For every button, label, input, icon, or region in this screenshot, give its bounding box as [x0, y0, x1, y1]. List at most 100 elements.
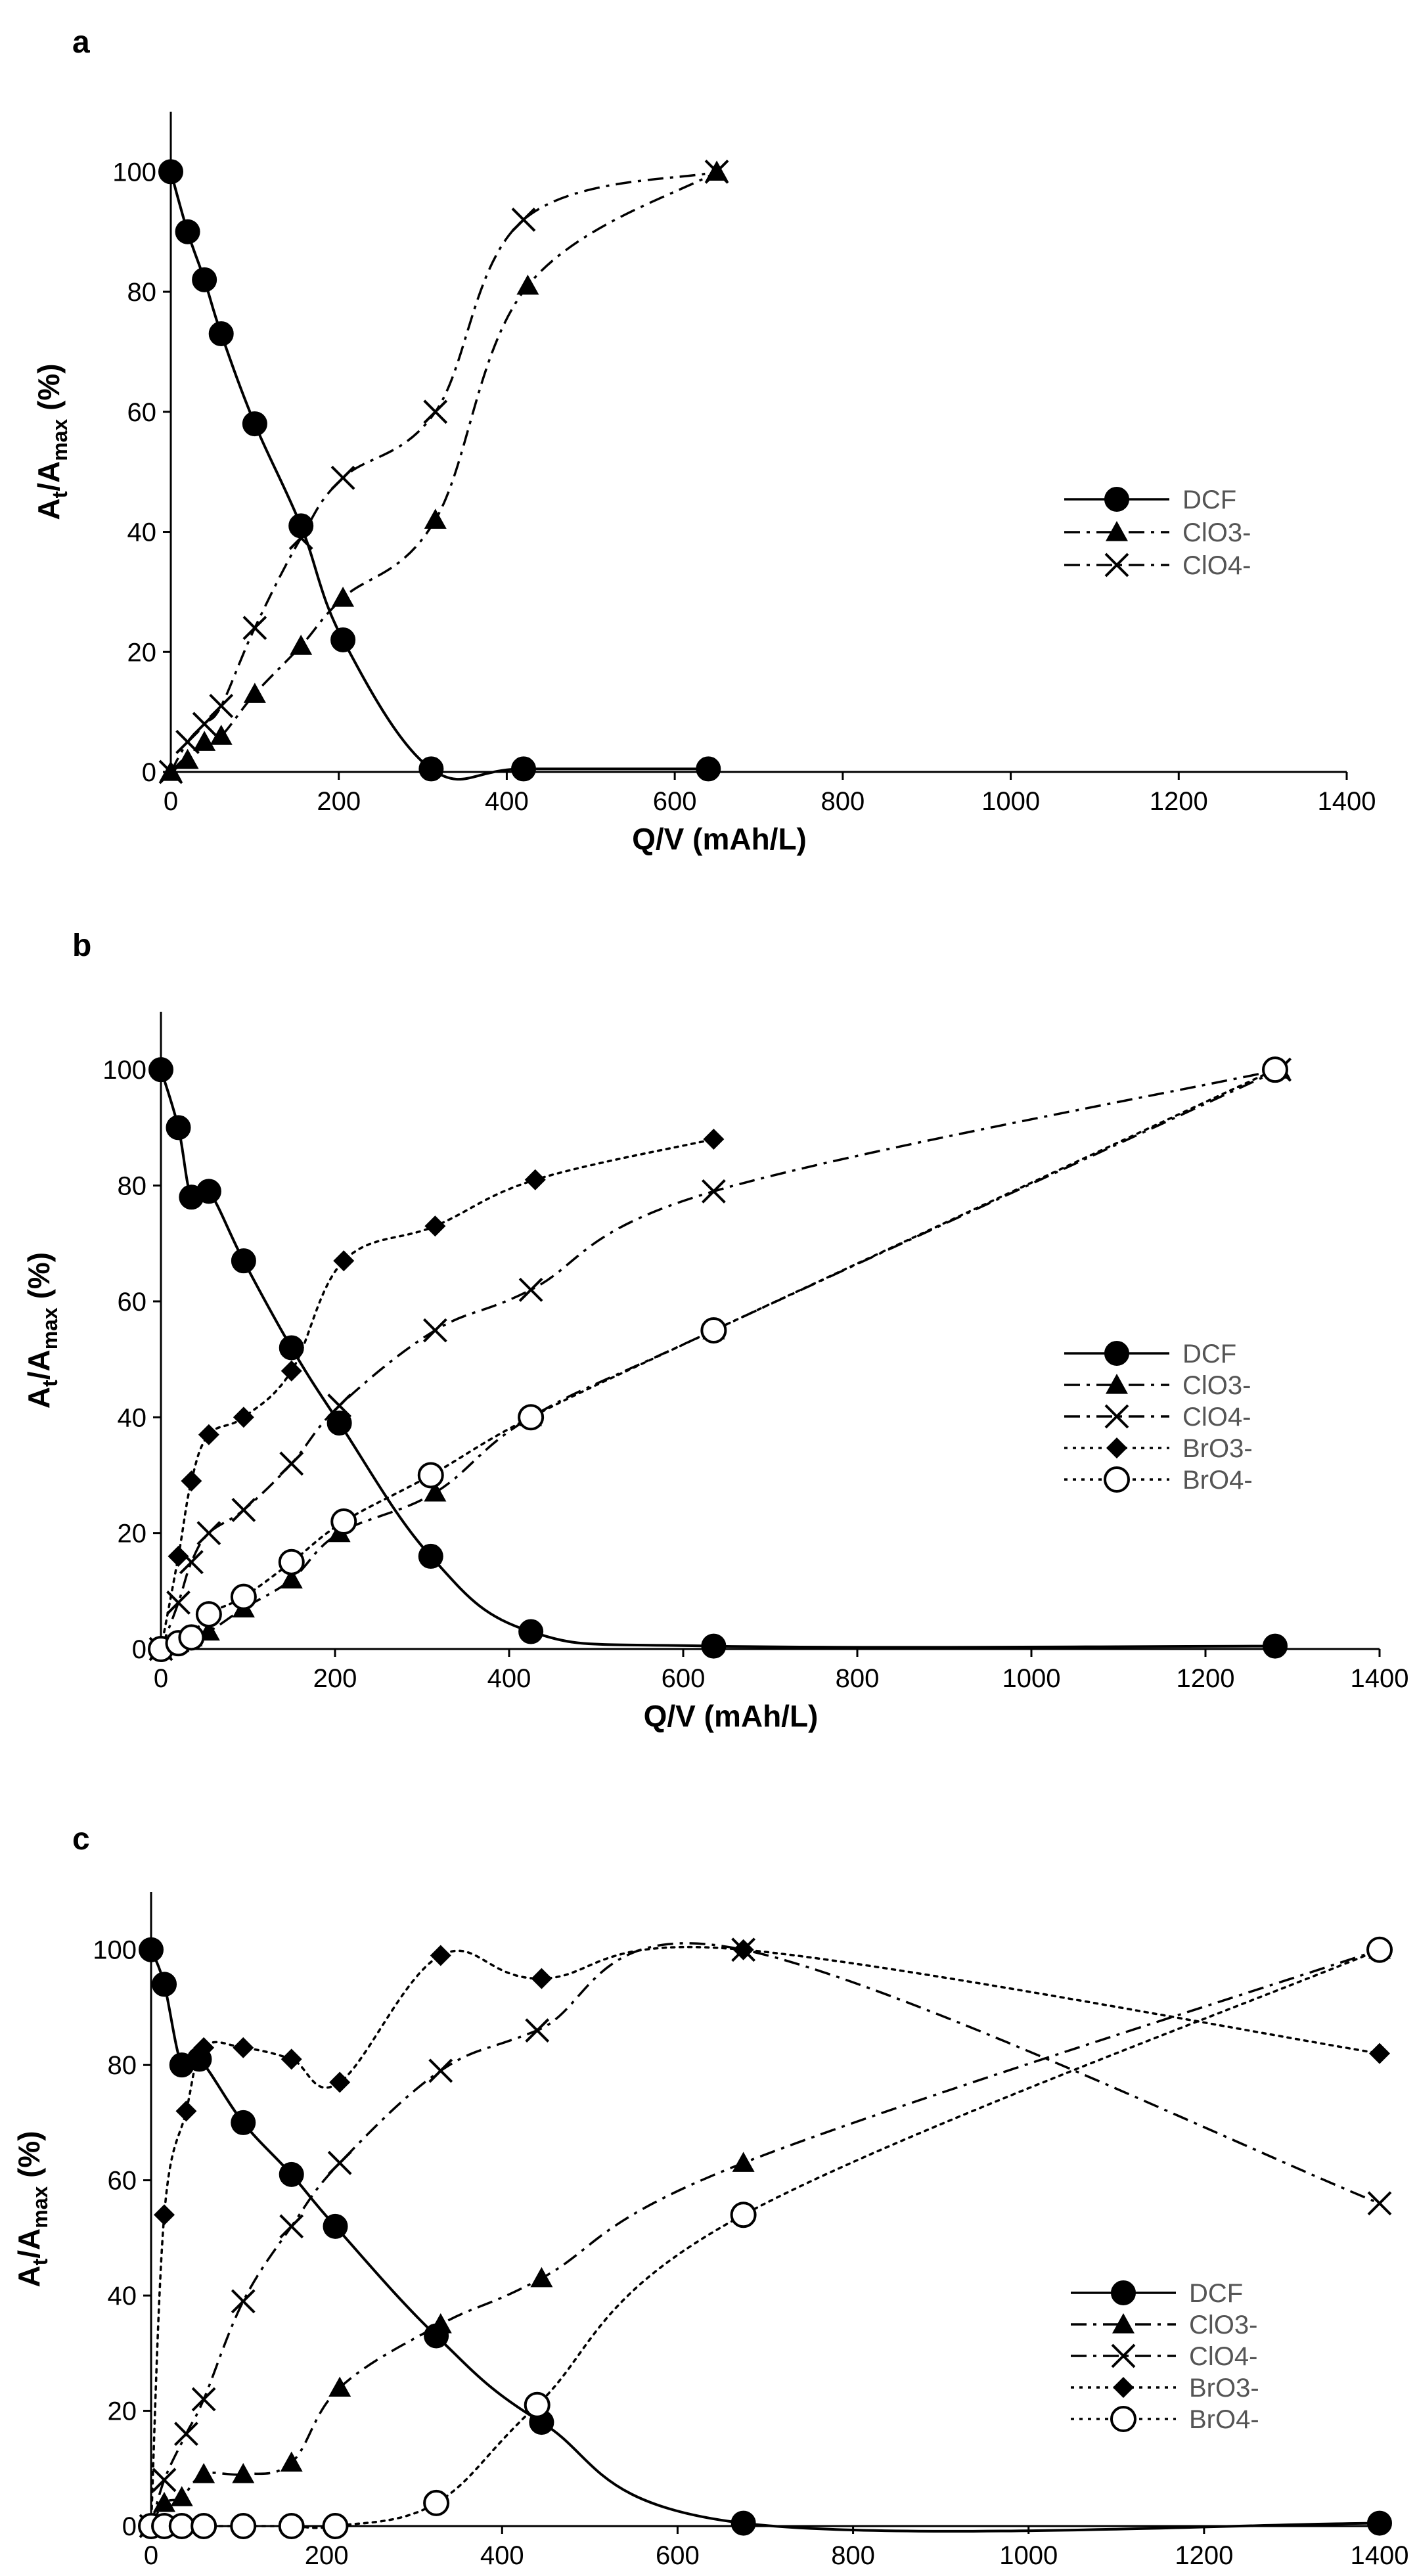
- x-tick-label: 400: [487, 1664, 531, 1693]
- x-tick-label: 600: [656, 2541, 700, 2570]
- legend-label: ClO4-: [1189, 2342, 1257, 2371]
- data-point: [230, 2513, 257, 2539]
- x-tick-label: 0: [164, 787, 178, 816]
- data-point: [192, 267, 217, 292]
- data-point: [424, 1215, 446, 1237]
- data-point: [231, 2110, 256, 2135]
- legend-label: BrO3-: [1182, 1434, 1253, 1463]
- data-point: [232, 2463, 255, 2483]
- data-point: [233, 2037, 254, 2058]
- legend-label: ClO4-: [1182, 551, 1251, 580]
- data-point: [332, 587, 355, 607]
- data-point: [516, 274, 539, 295]
- x-tick-label: 1400: [1351, 1664, 1409, 1693]
- data-point: [700, 1317, 727, 1344]
- data-point: [178, 1624, 205, 1651]
- y-tick-label: 0: [142, 758, 156, 787]
- legend-marker: [1104, 553, 1129, 577]
- panel-letter: a: [72, 25, 90, 60]
- x-tick-label: 0: [144, 2541, 158, 2570]
- data-point: [423, 2489, 450, 2516]
- data-point: [530, 2267, 553, 2288]
- x-tick-label: 400: [485, 787, 529, 816]
- data-point: [732, 1939, 754, 1960]
- legend-marker: [1113, 2377, 1134, 2398]
- legend-entry: BrO4-: [1071, 2405, 1259, 2434]
- data-point: [1369, 2043, 1390, 2064]
- data-point: [279, 2161, 304, 2187]
- x-tick-label: 0: [154, 1664, 168, 1693]
- y-tick-label: 40: [127, 518, 157, 547]
- x-tick-label: 600: [662, 1664, 706, 1693]
- series-line: [160, 1138, 715, 1650]
- x-tick-label: 800: [831, 2541, 875, 2570]
- y-tick-label: 0: [132, 1635, 146, 1664]
- legend-marker: [1104, 1341, 1129, 1366]
- legend-label: ClO3-: [1189, 2311, 1257, 2339]
- data-point: [158, 759, 183, 784]
- data-point: [158, 159, 183, 185]
- data-point: [152, 1972, 177, 1997]
- data-point: [430, 1945, 451, 1966]
- data-point: [524, 1169, 546, 1190]
- data-point: [525, 2018, 550, 2043]
- x-tick-label: 1200: [1175, 2541, 1233, 2570]
- data-point: [279, 2214, 304, 2239]
- x-tick-label: 1200: [1177, 1664, 1235, 1693]
- data-point: [280, 2451, 303, 2472]
- y-tick-label: 60: [108, 2167, 137, 2196]
- legend-marker: [1104, 1404, 1129, 1429]
- data-point: [424, 508, 447, 529]
- series-ClO3-: [160, 160, 729, 781]
- y-tick-label: 20: [127, 638, 157, 667]
- data-point: [731, 2510, 756, 2536]
- data-point: [175, 2100, 197, 2122]
- data-point: [429, 2313, 452, 2334]
- data-point: [524, 2391, 551, 2418]
- data-point: [231, 1497, 256, 1522]
- y-axis-title: At/Amax (%): [22, 1252, 62, 1409]
- data-point: [1367, 2191, 1392, 2216]
- data-point: [1367, 2510, 1392, 2536]
- data-point: [701, 1179, 726, 1204]
- series-BrO4-: [148, 1056, 1288, 1662]
- data-point: [281, 2048, 302, 2070]
- data-point: [242, 411, 267, 437]
- y-tick-label: 20: [118, 1520, 147, 1548]
- data-point: [518, 1404, 545, 1431]
- x-tick-label: 1000: [981, 787, 1040, 816]
- panel-c: c 0204060801000200400600800100012001400Q…: [12, 1822, 1409, 2570]
- data-point: [139, 1937, 164, 1962]
- data-point: [148, 1057, 173, 1083]
- data-point: [192, 2463, 215, 2483]
- data-point: [511, 208, 536, 232]
- data-point: [417, 1462, 444, 1489]
- data-point: [281, 1360, 302, 1382]
- series-DCF: [148, 1057, 1288, 1659]
- plot-area: 0204060801000200400600800100012001400Q/V…: [12, 1892, 1409, 2570]
- panel-letter: c: [72, 1822, 90, 1857]
- series-BrO3-: [141, 1939, 1390, 2537]
- data-point: [231, 2289, 256, 2314]
- data-point: [210, 725, 233, 745]
- legend-marker: [1106, 521, 1128, 541]
- data-point: [701, 1633, 727, 1659]
- legend-entry: ClO3-: [1064, 1371, 1251, 1400]
- x-tick-label: 800: [821, 787, 865, 816]
- series-ClO4-: [158, 159, 729, 784]
- data-point: [696, 756, 721, 782]
- data-point: [290, 635, 313, 655]
- legend-label: DCF: [1182, 1340, 1236, 1368]
- data-point: [166, 1115, 191, 1141]
- y-axis-title: At/Amax (%): [32, 363, 72, 520]
- y-tick-label: 40: [108, 2282, 137, 2311]
- x-tick-label: 1400: [1351, 2541, 1409, 2570]
- legend-label: BrO4-: [1182, 1466, 1253, 1495]
- legend-marker: [1106, 1437, 1127, 1458]
- data-point: [243, 683, 266, 703]
- data-point: [168, 2513, 195, 2539]
- y-tick-label: 80: [127, 278, 157, 307]
